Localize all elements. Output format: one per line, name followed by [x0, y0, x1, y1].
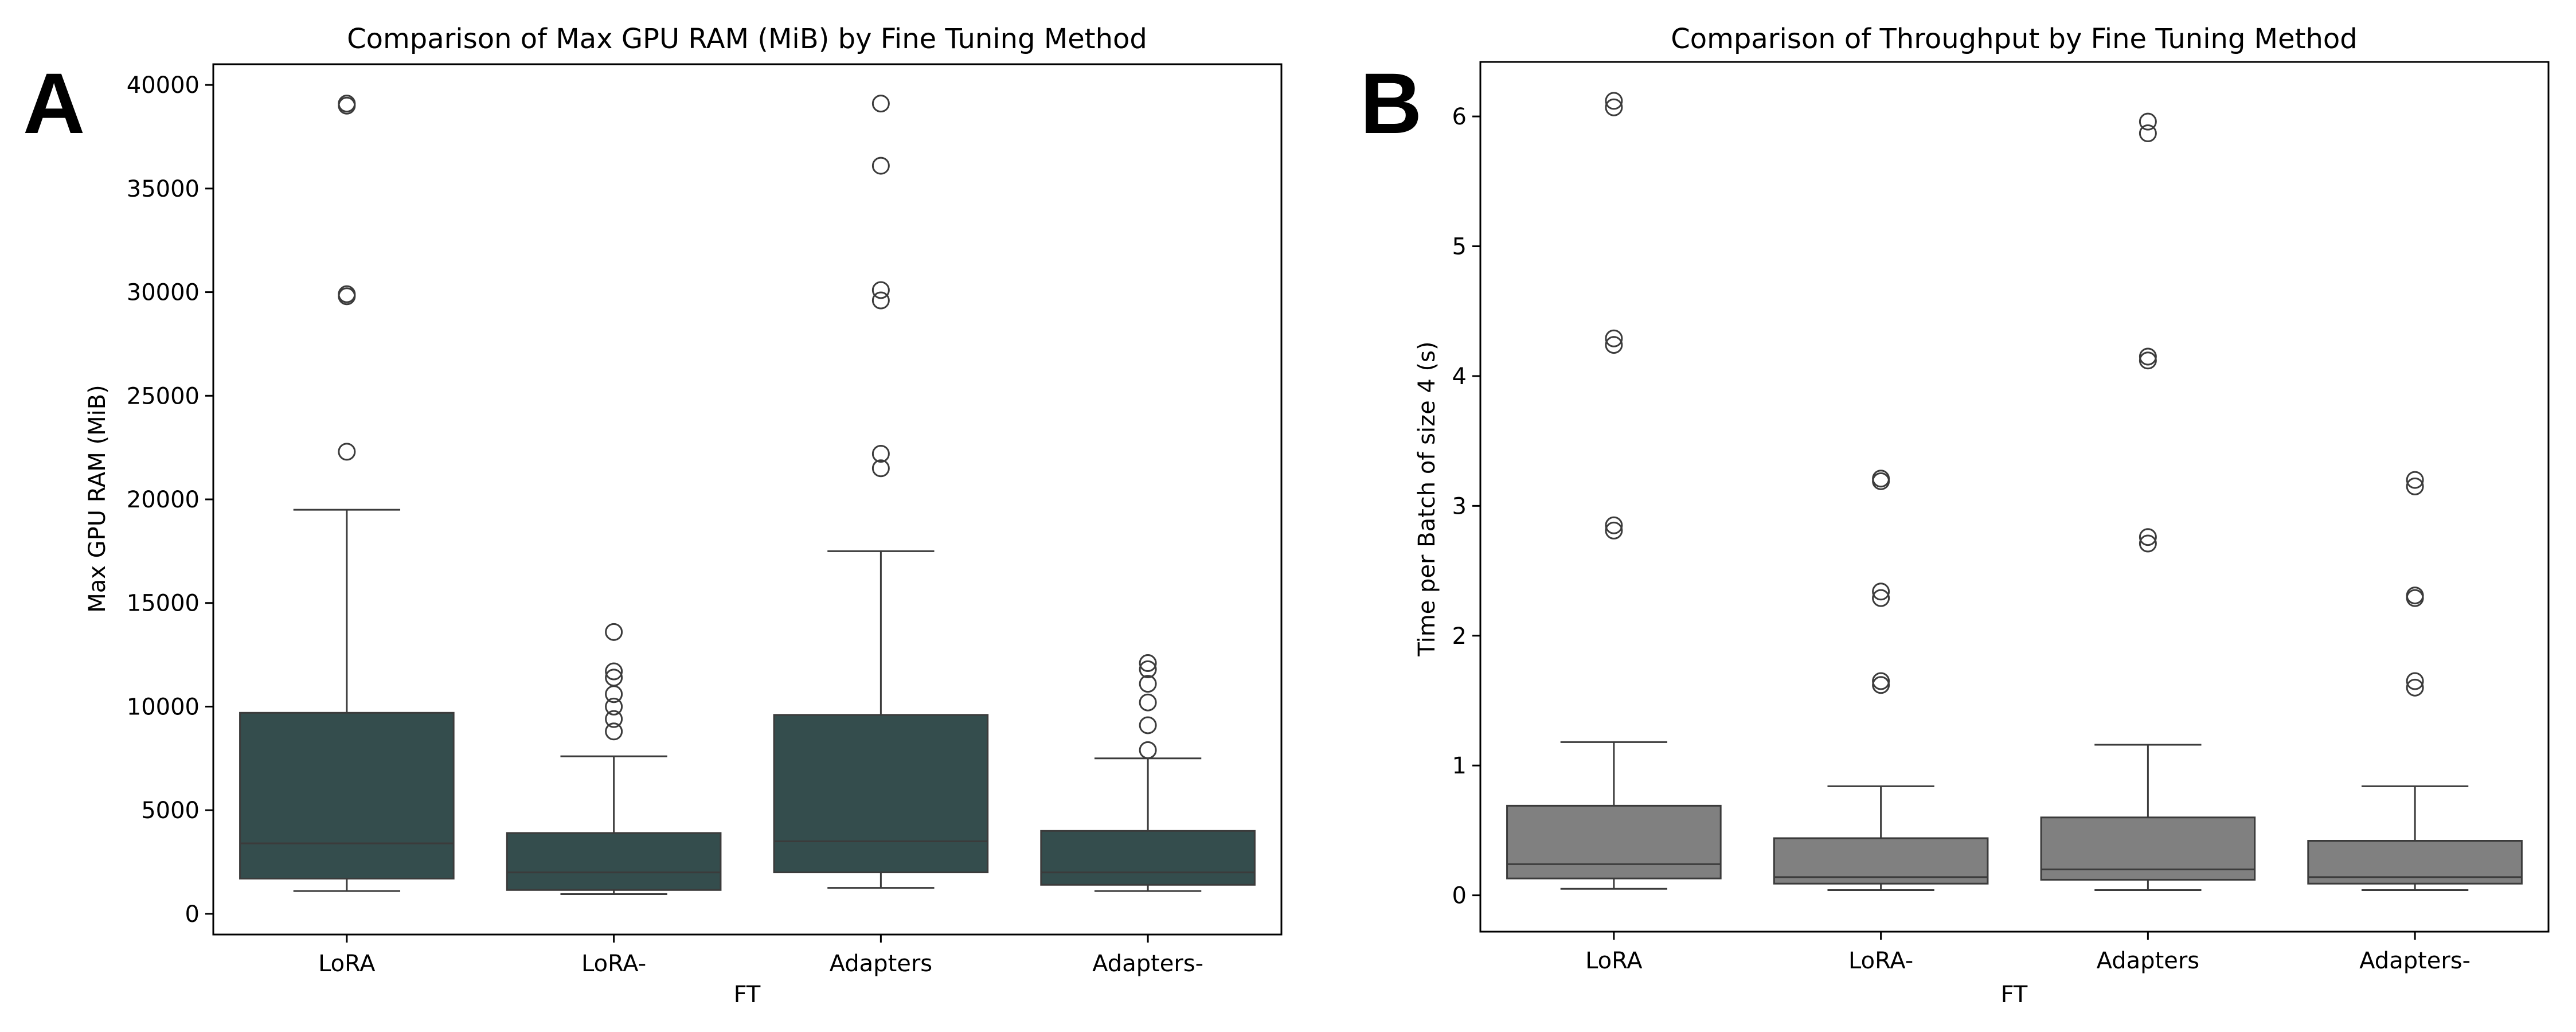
outlier-point: [2139, 124, 2157, 143]
outlier-point: [2139, 351, 2157, 370]
panel-b-x-axis-label: FT: [2001, 982, 2028, 1008]
outlier-point: [1872, 583, 1890, 601]
outlier-point: [2406, 587, 2424, 605]
outlier-point: [605, 662, 623, 681]
outlier-point: [1605, 336, 1623, 354]
panel-a-x-tick-label: LoRA: [318, 951, 376, 977]
panel-a-y-tick-label: 15000: [127, 591, 200, 617]
panel-b-box-lora-: [1773, 470, 1989, 892]
panel-b-letter: B: [1360, 55, 1422, 151]
panel-a-y-tick-label: 20000: [127, 487, 200, 513]
outlier-point: [871, 444, 890, 463]
outlier-point: [1605, 98, 1623, 116]
panel-a-y-tick-label: 25000: [127, 383, 200, 409]
outlier-point: [1605, 329, 1623, 347]
iqr-box: [773, 714, 989, 874]
panel-a-x-tick-label: Adapters: [830, 951, 933, 977]
outlier-point: [871, 291, 890, 310]
panel-a-box-lora: [239, 95, 455, 892]
panel-b-x-tick-label: Adapters: [2097, 948, 2200, 974]
panel-b-y-tick-label: 6: [1452, 104, 1467, 130]
outlier-point: [1139, 675, 1157, 693]
outlier-point: [871, 281, 890, 299]
outlier-point: [2139, 347, 2157, 366]
panel-a-y-tick-label: 30000: [127, 280, 200, 306]
panel-b-title: Comparison of Throughput by Fine Tuning …: [1671, 23, 2357, 55]
outlier-point: [871, 157, 890, 175]
outlier-point: [2406, 471, 2424, 489]
outlier-point: [1605, 516, 1623, 534]
panel-b-box-adapters-: [2307, 471, 2523, 892]
outlier-point: [338, 443, 356, 461]
outlier-point: [1605, 92, 1623, 110]
outlier-point: [605, 697, 623, 716]
iqr-box: [1506, 804, 1722, 879]
outlier-point: [1139, 660, 1157, 678]
outlier-point: [1605, 521, 1623, 540]
outlier-point: [1139, 741, 1157, 759]
outlier-point: [1872, 589, 1890, 607]
panel-b-y-tick-label: 3: [1452, 493, 1467, 519]
panel-a-letter: A: [23, 55, 85, 151]
outlier-point: [605, 669, 623, 687]
outlier-point: [1872, 470, 1890, 488]
panel-b: B Comparison of Throughput by Fine Tunin…: [1360, 23, 2550, 1008]
panel-b-box-adapters: [2040, 112, 2256, 892]
outlier-point: [871, 95, 890, 113]
panel-a-x-tick-label: Adapters-: [1092, 951, 1203, 977]
outlier-point: [338, 285, 356, 303]
iqr-box: [2040, 816, 2256, 881]
panel-a-box-lora-: [506, 623, 722, 896]
outlier-point: [1139, 654, 1157, 673]
iqr-box: [506, 832, 722, 891]
outlier-point: [2406, 672, 2424, 690]
panel-b-x-tick-label: LoRA: [1585, 948, 1643, 974]
panel-a-y-tick-label: 35000: [127, 176, 200, 202]
outlier-point: [1139, 716, 1157, 734]
outlier-point: [605, 710, 623, 728]
panel-b-y-tick-label: 2: [1452, 623, 1467, 650]
panel-b-plot-area: 0 1 2 3 4 5 6 LoRA LoRA- Adapters Adapters-: [1452, 61, 2550, 974]
outlier-point: [1872, 672, 1890, 690]
outlier-point: [2139, 534, 2157, 553]
panel-a-x-tick-label: LoRA-: [581, 951, 646, 977]
panel-a: A Comparison of Max GPU RAM (MiB) by Fin…: [23, 23, 1283, 1008]
panel-b-y-tick-label: 5: [1452, 234, 1467, 260]
panel-a-y-tick-label: 10000: [127, 694, 200, 720]
outlier-point: [2406, 678, 2424, 697]
panel-a-plot-area: 0 5000 10000 15000 20000 25000 30000 35000 40000…: [127, 63, 1283, 977]
panel-b-x-tick-label: Adapters-: [2359, 948, 2471, 974]
panel-a-y-tick-label: 40000: [127, 72, 200, 99]
panel-a-y-axis-label: Max GPU RAM (MiB): [84, 385, 111, 613]
panel-b-y-tick-label: 0: [1452, 883, 1467, 909]
panel-a-y-tick-label: 5000: [141, 798, 200, 824]
outlier-point: [338, 95, 356, 113]
outlier-point: [1139, 693, 1157, 712]
panel-a-title: Comparison of Max GPU RAM (MiB) by Fine …: [347, 23, 1147, 55]
outlier-point: [2139, 112, 2157, 131]
outlier-point: [871, 459, 890, 478]
panel-a-plot-frame: [212, 63, 1283, 936]
panel-b-y-tick-label: 1: [1452, 753, 1467, 779]
panel-a-x-axis-label: FT: [734, 982, 761, 1008]
outlier-point: [605, 722, 623, 741]
panel-a-box-adapters: [773, 95, 989, 889]
panel-b-x-tick-label: LoRA-: [1848, 948, 1913, 974]
panel-a-box-adapters-: [1040, 654, 1256, 892]
iqr-box: [239, 712, 455, 879]
panel-b-y-tick-label: 4: [1452, 363, 1467, 390]
iqr-box: [1773, 837, 1989, 885]
outlier-point: [2139, 528, 2157, 546]
iqr-box: [1040, 830, 1256, 886]
panel-b-box-lora: [1506, 92, 1722, 890]
outlier-point: [605, 623, 623, 641]
panel-a-y-tick-label: 0: [185, 901, 200, 928]
panel-b-plot-frame: [1479, 61, 2550, 933]
panel-b-y-axis-label: Time per Batch of size 4 (s): [1414, 341, 1440, 656]
outlier-point: [1872, 676, 1890, 694]
outlier-point: [2406, 477, 2424, 495]
